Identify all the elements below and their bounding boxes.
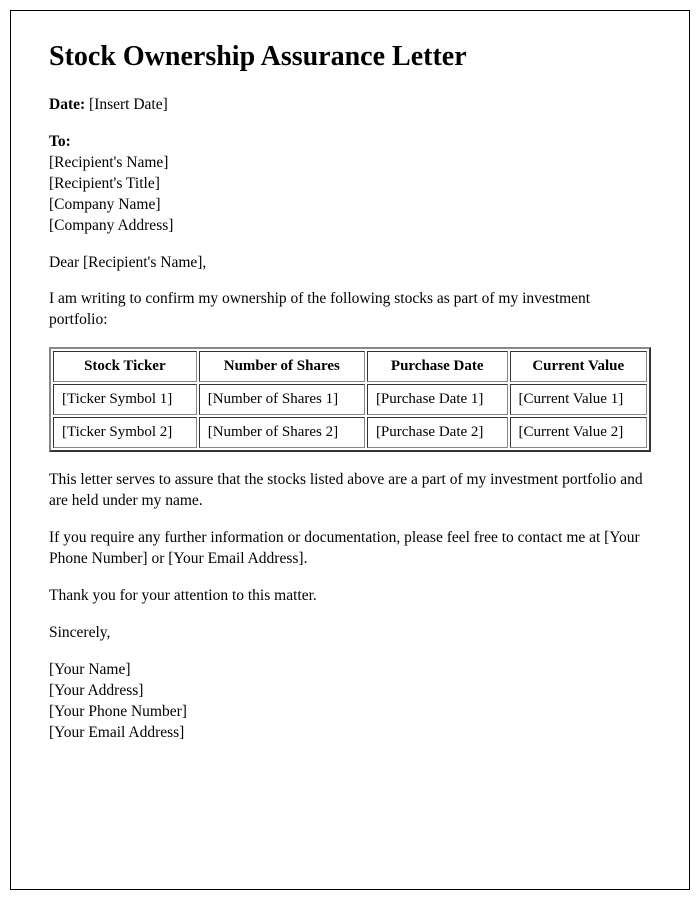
page-title: Stock Ownership Assurance Letter bbox=[49, 41, 651, 73]
salutation: Dear [Recipient's Name], bbox=[49, 253, 651, 274]
date-line: Date: [Insert Date] bbox=[49, 95, 651, 116]
table-cell: [Purchase Date 2] bbox=[367, 417, 508, 448]
sender-address: [Your Address] bbox=[49, 681, 651, 702]
table-header: Purchase Date bbox=[367, 351, 508, 382]
table-cell: [Ticker Symbol 2] bbox=[53, 417, 197, 448]
sender-block: [Your Name] [Your Address] [Your Phone N… bbox=[49, 660, 651, 744]
recipient-address: [Company Address] bbox=[49, 216, 651, 237]
table-cell: [Ticker Symbol 1] bbox=[53, 384, 197, 415]
sender-name: [Your Name] bbox=[49, 660, 651, 681]
date-label: Date: bbox=[49, 96, 85, 113]
table-cell: [Current Value 2] bbox=[510, 417, 648, 448]
table-header: Stock Ticker bbox=[53, 351, 197, 382]
recipient-block: To: [Recipient's Name] [Recipient's Titl… bbox=[49, 132, 651, 237]
sender-phone: [Your Phone Number] bbox=[49, 702, 651, 723]
closing: Sincerely, bbox=[49, 623, 651, 644]
table-cell: [Number of Shares 1] bbox=[199, 384, 365, 415]
sender-email: [Your Email Address] bbox=[49, 723, 651, 744]
table-header-row: Stock Ticker Number of Shares Purchase D… bbox=[53, 351, 647, 382]
recipient-name: [Recipient's Name] bbox=[49, 153, 651, 174]
letter-page: Stock Ownership Assurance Letter Date: [… bbox=[10, 10, 690, 890]
table-cell: [Number of Shares 2] bbox=[199, 417, 365, 448]
to-label: To: bbox=[49, 133, 71, 150]
recipient-company: [Company Name] bbox=[49, 195, 651, 216]
body-paragraph-2: If you require any further information o… bbox=[49, 528, 651, 570]
table-header: Current Value bbox=[510, 351, 648, 382]
intro-paragraph: I am writing to confirm my ownership of … bbox=[49, 289, 651, 331]
table-row: [Ticker Symbol 1] [Number of Shares 1] [… bbox=[53, 384, 647, 415]
body-paragraph-1: This letter serves to assure that the st… bbox=[49, 470, 651, 512]
table-header: Number of Shares bbox=[199, 351, 365, 382]
table-cell: [Current Value 1] bbox=[510, 384, 648, 415]
thanks-paragraph: Thank you for your attention to this mat… bbox=[49, 586, 651, 607]
table-row: [Ticker Symbol 2] [Number of Shares 2] [… bbox=[53, 417, 647, 448]
recipient-title: [Recipient's Title] bbox=[49, 174, 651, 195]
date-value: [Insert Date] bbox=[89, 96, 168, 113]
table-cell: [Purchase Date 1] bbox=[367, 384, 508, 415]
stock-table: Stock Ticker Number of Shares Purchase D… bbox=[49, 347, 651, 452]
